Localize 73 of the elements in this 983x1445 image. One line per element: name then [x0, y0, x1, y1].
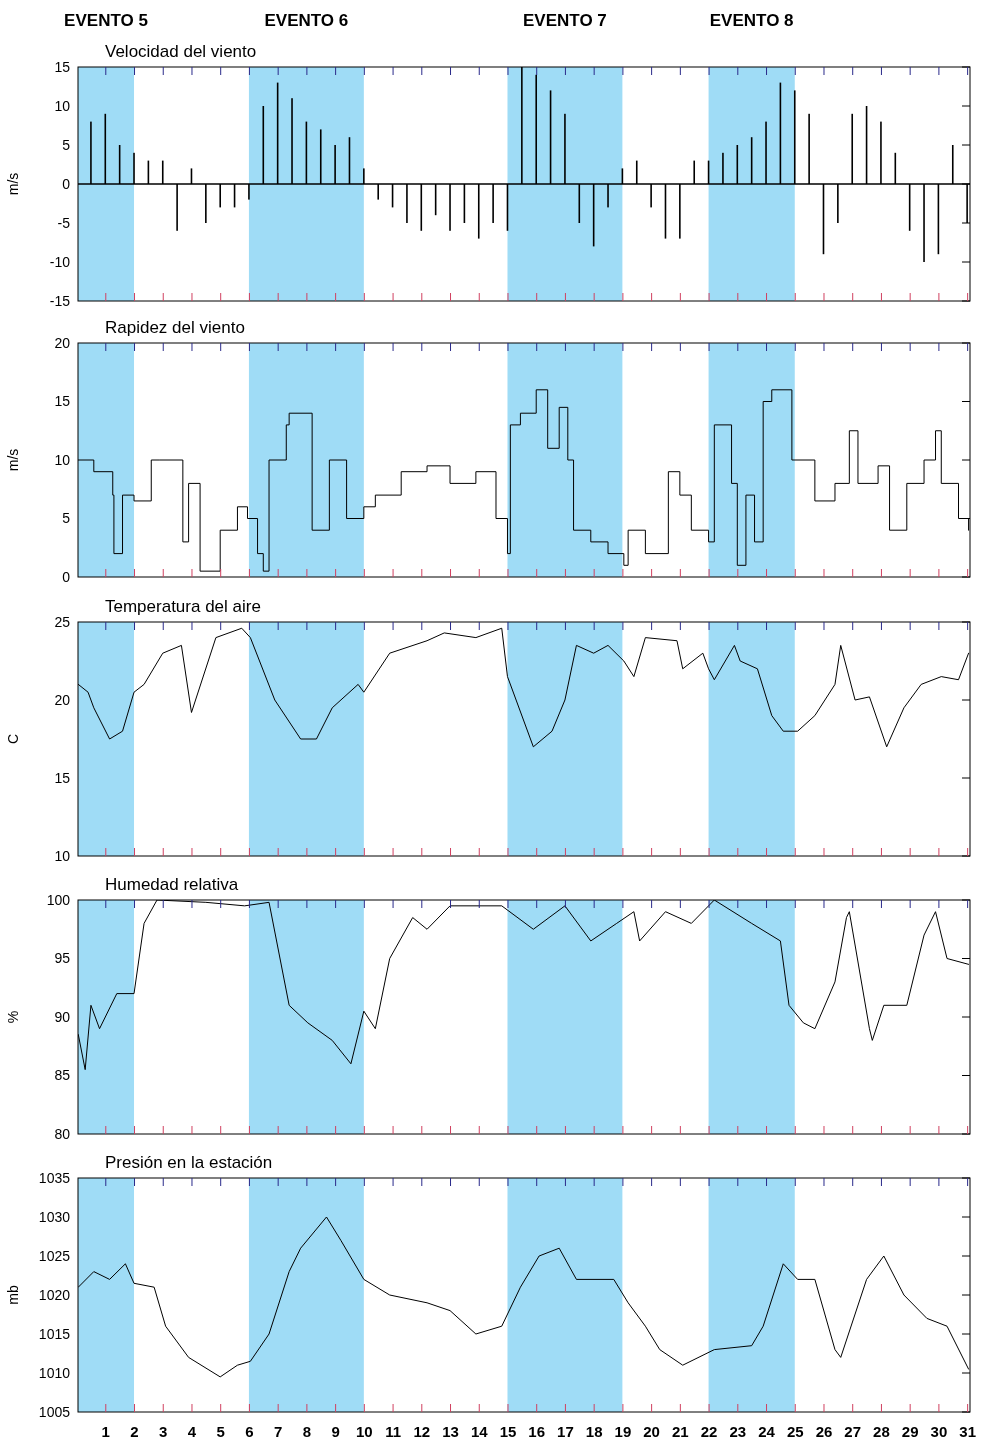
x-tick-label: 3 [159, 1422, 168, 1440]
y-tick-label: 15 [54, 769, 71, 786]
x-tick-label: 30 [930, 1422, 948, 1440]
y-tick-label: 15 [54, 393, 71, 410]
y-tick-label: 1025 [38, 1247, 71, 1264]
x-tick-label: 26 [815, 1422, 833, 1440]
x-tick-label: 24 [758, 1422, 776, 1440]
x-tick-label: 21 [672, 1422, 689, 1440]
y-axis-title: m/s [5, 448, 21, 472]
y-tick-label: 10 [54, 97, 71, 114]
y-axis-title: mb [5, 1285, 21, 1305]
y-tick-label: 20 [54, 334, 71, 351]
y-tick-label: 10 [54, 451, 71, 468]
band-label: EVENTO 8 [709, 11, 794, 30]
chart-title: Presión en la estación [105, 1153, 273, 1172]
x-tick-label: 29 [901, 1422, 919, 1440]
y-tick-label: 90 [54, 1008, 71, 1025]
x-tick-label: 1 [101, 1422, 110, 1440]
x-tick-label: 4 [187, 1422, 197, 1440]
y-tick-label: 25 [54, 613, 71, 630]
y-tick-label: 95 [54, 950, 71, 967]
band-label: EVENTO 5 [64, 11, 148, 30]
y-axis-title: m/s [5, 172, 21, 196]
band-label: EVENTO 7 [523, 11, 607, 30]
x-tick-label: 16 [528, 1422, 546, 1440]
y-tick-label: -5 [57, 214, 71, 231]
y-tick-label: 10 [54, 847, 71, 864]
x-tick-label: 14 [470, 1422, 489, 1440]
chart-title: Velocidad del viento [105, 42, 257, 61]
x-tick-label: 2 [130, 1422, 139, 1440]
y-tick-label: -10 [49, 253, 71, 270]
x-tick-label: 8 [302, 1422, 312, 1440]
x-tick-label: 9 [331, 1422, 340, 1440]
x-tick-label: 25 [786, 1422, 804, 1440]
y-tick-label: 5 [62, 510, 71, 527]
chart-title: Rapidez del viento [105, 318, 245, 337]
x-tick-label: 20 [643, 1422, 660, 1440]
x-tick-label: 31 [959, 1422, 976, 1440]
x-tick-label: 10 [356, 1422, 373, 1440]
y-tick-label: 85 [54, 1067, 71, 1084]
y-tick-label: 0 [62, 175, 71, 192]
y-tick-label: 1005 [38, 1403, 71, 1420]
y-tick-label: 0 [62, 568, 71, 585]
y-tick-label: 1035 [38, 1169, 71, 1186]
y-tick-label: -15 [49, 292, 71, 309]
y-tick-label: 20 [54, 691, 71, 708]
x-tick-label: 11 [385, 1422, 401, 1440]
chart-title: Temperatura del aire [105, 597, 261, 616]
y-tick-label: 1020 [38, 1286, 71, 1303]
chart-title: Humedad relativa [105, 875, 239, 894]
x-tick-label: 22 [700, 1422, 718, 1440]
y-axis-title: C [5, 733, 21, 745]
x-tick-label: 27 [844, 1422, 862, 1440]
x-tick-label: 17 [557, 1422, 574, 1440]
y-tick-label: 80 [54, 1125, 71, 1142]
y-axis-title: % [5, 1010, 21, 1024]
x-tick-label: 6 [245, 1422, 254, 1440]
x-tick-label: 19 [614, 1422, 632, 1440]
x-tick-label: 15 [499, 1422, 517, 1440]
x-tick-label: 5 [216, 1422, 225, 1440]
band-label: EVENTO 6 [264, 11, 349, 30]
x-tick-label: 23 [729, 1422, 747, 1440]
x-tick-label: 28 [873, 1422, 890, 1440]
y-tick-label: 1010 [38, 1364, 71, 1381]
x-tick-label: 13 [442, 1422, 459, 1440]
x-tick-label: 18 [585, 1422, 603, 1440]
x-tick-label: 12 [413, 1422, 431, 1440]
y-tick-label: 15 [54, 58, 71, 75]
y-tick-label: 1015 [38, 1325, 71, 1342]
x-tick-label: 7 [273, 1422, 283, 1440]
y-tick-label: 5 [62, 136, 71, 153]
y-tick-label: 100 [46, 891, 71, 908]
y-tick-label: 1030 [38, 1208, 71, 1225]
